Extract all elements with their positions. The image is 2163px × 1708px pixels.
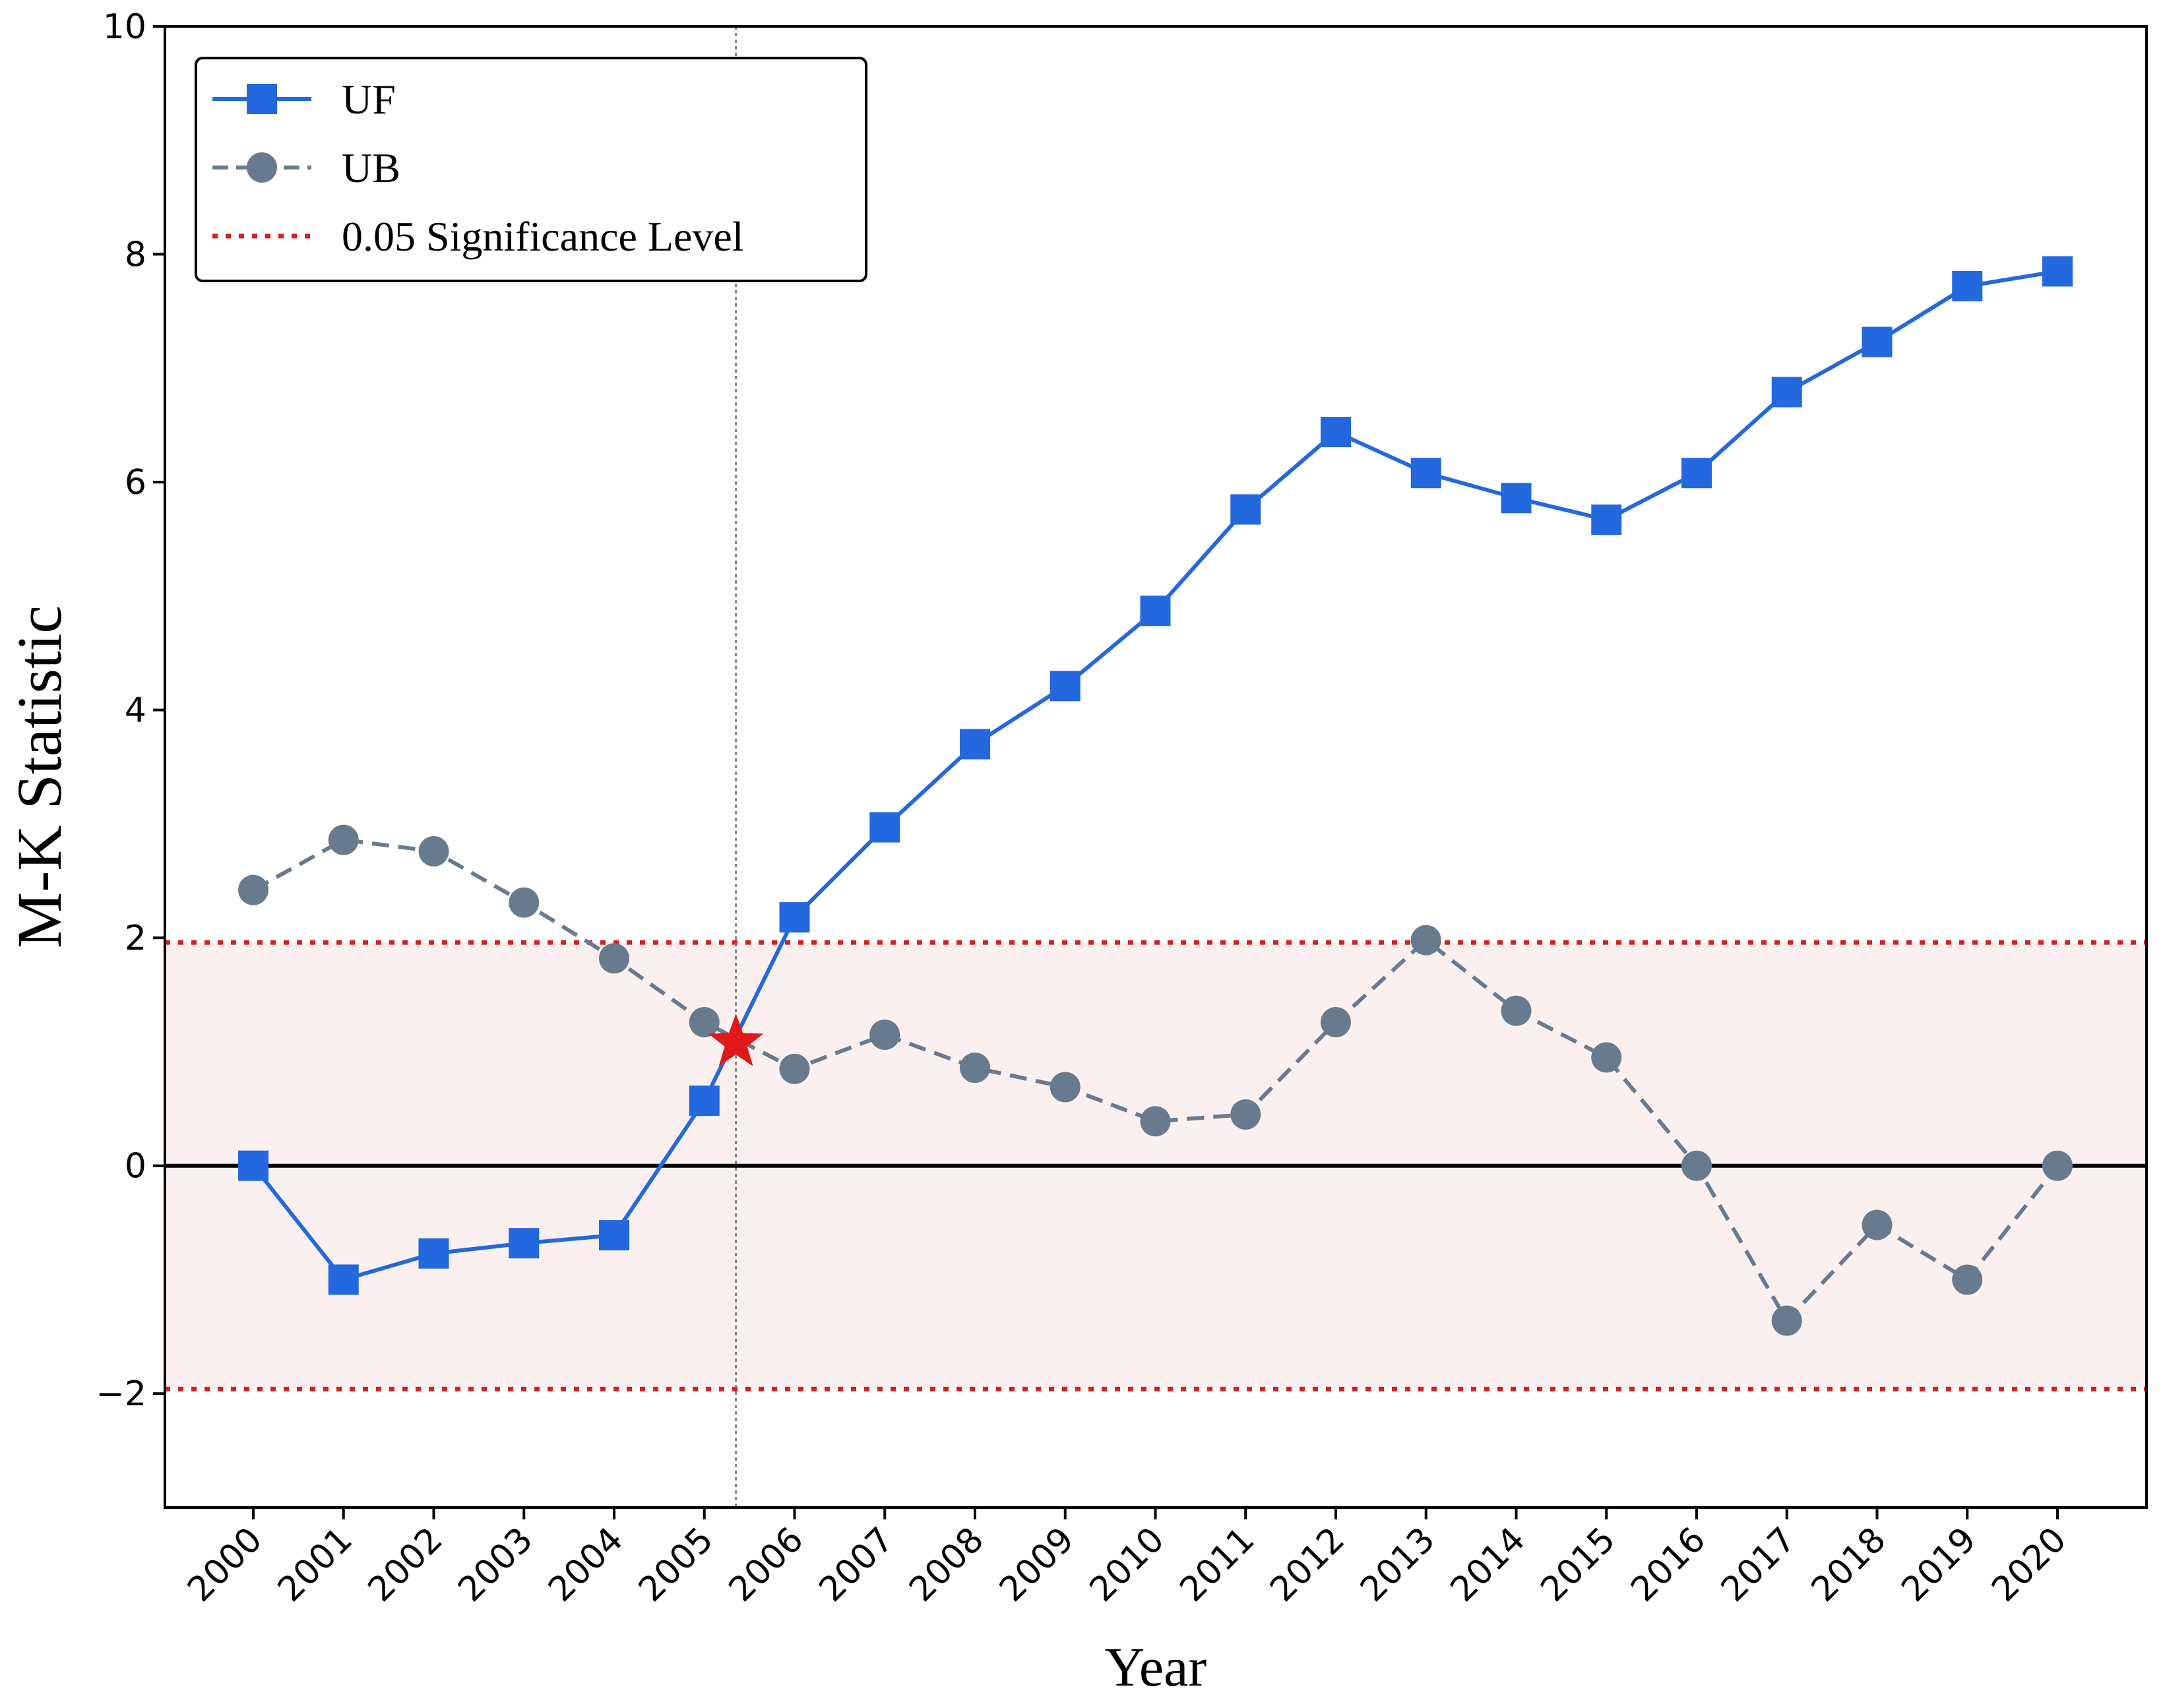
uf-point-2002: [418, 1238, 449, 1269]
ub-point-2002: [418, 836, 449, 867]
plot-area: [165, 26, 2147, 1508]
ub-point-2016: [1681, 1150, 1712, 1181]
y-tick-label: 4: [125, 691, 146, 731]
ub-point-2003: [509, 887, 540, 918]
y-tick-label: 10: [103, 7, 146, 47]
y-tick-label: −2: [96, 1374, 146, 1414]
uf-point-2005: [689, 1085, 720, 1116]
ub-point-2012: [1321, 1007, 1351, 1038]
ub-point-2017: [1771, 1305, 1802, 1336]
legend-uf-label: UF: [342, 76, 396, 123]
legend-significance-label: 0.05 Significance Level: [342, 213, 744, 260]
uf-point-2009: [1050, 671, 1081, 702]
legend-ub-label: UB: [342, 144, 400, 191]
uf-point-2011: [1230, 494, 1261, 525]
legend-frame: [195, 57, 867, 282]
change-point-star: [708, 1014, 764, 1066]
uf-point-2019: [1952, 270, 1983, 301]
y-tick-label: 2: [125, 919, 146, 958]
ub-point-2011: [1230, 1099, 1261, 1130]
ub-point-2013: [1410, 925, 1441, 956]
uf-point-2012: [1321, 417, 1351, 448]
ub-point-2006: [779, 1053, 810, 1084]
ub-point-2019: [1952, 1264, 1983, 1295]
ub-point-2015: [1591, 1042, 1622, 1073]
ub-point-2005: [689, 1007, 720, 1038]
x-axis-title: Year: [1105, 1637, 1207, 1698]
uf-point-2010: [1140, 595, 1171, 626]
ub-point-2008: [960, 1052, 990, 1083]
uf-point-2007: [869, 812, 900, 843]
ub-point-2009: [1050, 1072, 1081, 1103]
uf-point-2001: [328, 1264, 359, 1295]
uf-point-2017: [1771, 377, 1802, 408]
ub-point-2020: [2042, 1150, 2073, 1181]
ub-point-2014: [1501, 995, 1532, 1026]
uf-point-2018: [1862, 326, 1893, 357]
uf-point-2006: [779, 902, 810, 933]
y-axis-title: M-K Statistic: [4, 605, 75, 948]
ub-point-2004: [599, 943, 629, 974]
legend-ub-marker-swatch: [247, 152, 277, 183]
ub-point-2018: [1862, 1209, 1893, 1240]
ub-point-2000: [238, 874, 268, 905]
uf-point-2014: [1501, 483, 1532, 514]
y-tick-label: 0: [125, 1147, 146, 1186]
uf-point-2015: [1591, 504, 1622, 535]
uf-point-2013: [1410, 458, 1441, 489]
ub-point-2007: [869, 1020, 900, 1051]
ub-series-line: [252, 838, 2059, 1324]
uf-point-2020: [2042, 256, 2073, 287]
y-tick-label: 6: [125, 463, 146, 503]
uf-point-2004: [599, 1220, 629, 1251]
uf-point-2008: [960, 729, 990, 760]
legend: UF UB 0.05 Significance Level: [195, 57, 867, 282]
ub-point-2010: [1140, 1106, 1171, 1137]
y-tick-label: 8: [125, 235, 146, 275]
legend-uf-marker-swatch: [247, 84, 277, 114]
uf-point-2016: [1681, 458, 1712, 489]
ub-point-2001: [328, 824, 359, 855]
uf-point-2003: [509, 1228, 540, 1259]
uf-point-2000: [238, 1150, 268, 1181]
